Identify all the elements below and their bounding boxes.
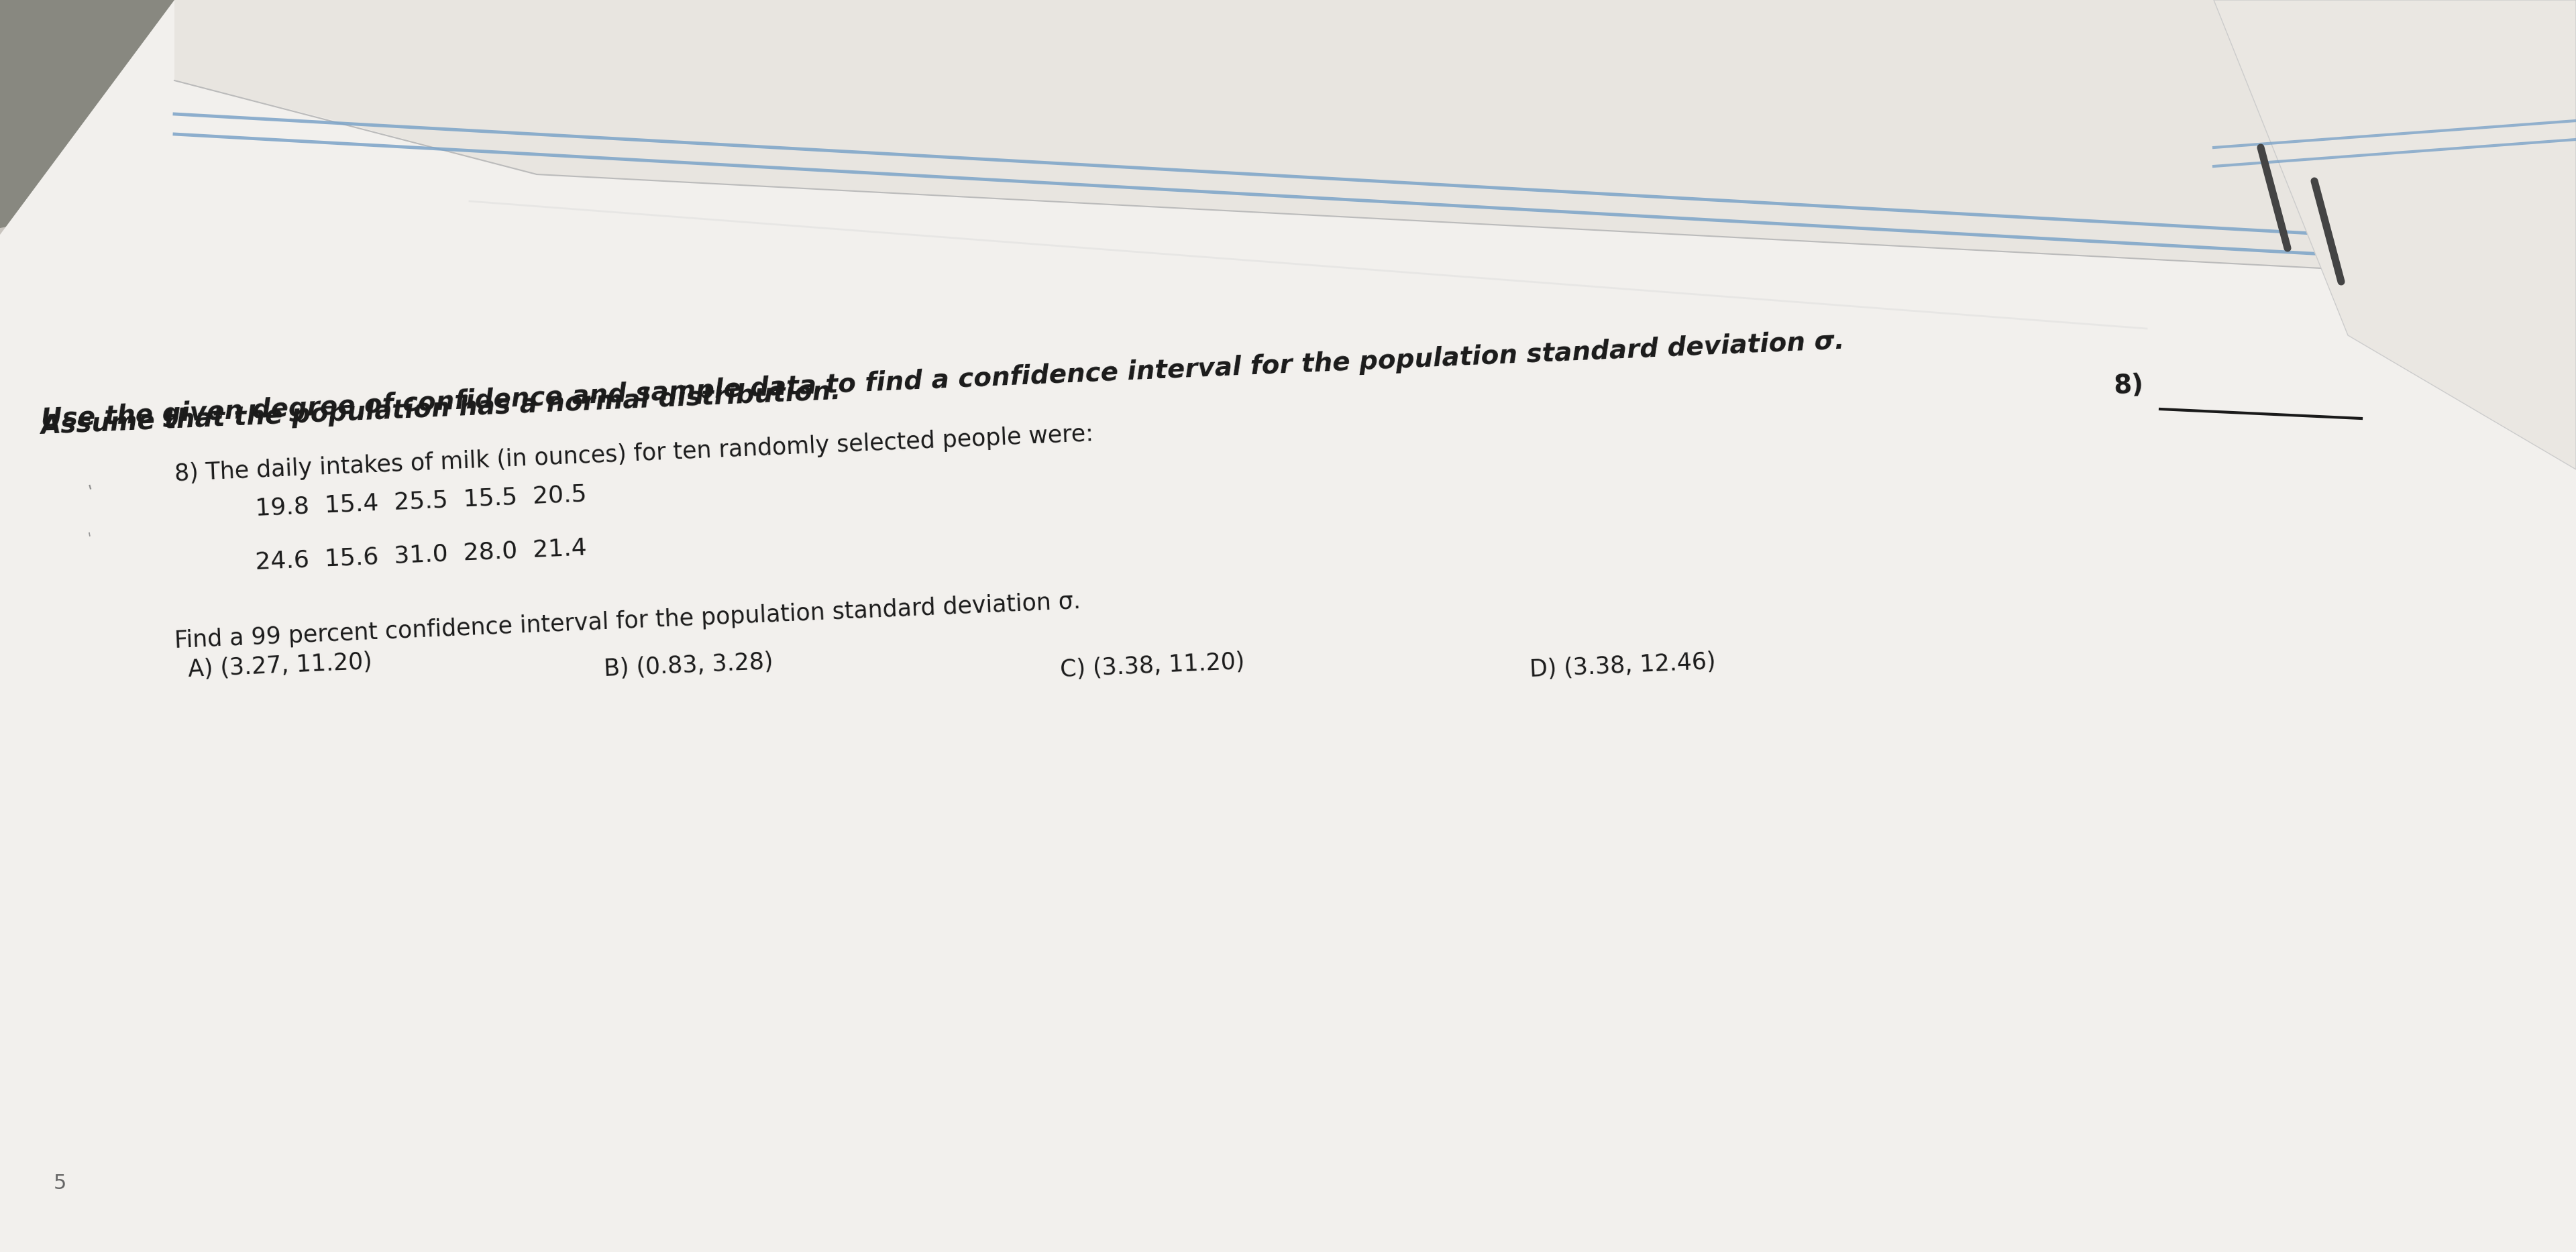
Text: ': ' [88,532,93,546]
Polygon shape [0,0,289,228]
Text: 8) The daily intakes of milk (in ounces) for ten randomly selected people were:: 8) The daily intakes of milk (in ounces)… [175,422,1095,486]
Text: Assume that the population has a normal distribution.: Assume that the population has a normal … [41,379,842,439]
Text: C) (3.38, 11.20): C) (3.38, 11.20) [1059,651,1244,681]
Polygon shape [175,0,2576,282]
Text: 24.6  15.6  31.0  28.0  21.4: 24.6 15.6 31.0 28.0 21.4 [255,536,587,573]
Text: 8): 8) [2112,372,2143,399]
Text: Find a 99 percent confidence interval for the population standard deviation σ.: Find a 99 percent confidence interval fo… [175,590,1082,652]
Text: D) (3.38, 12.46): D) (3.38, 12.46) [1530,651,1716,681]
Text: A) (3.27, 11.20): A) (3.27, 11.20) [188,651,374,681]
Text: B) (0.83, 3.28): B) (0.83, 3.28) [603,651,773,681]
Text: ': ' [88,483,95,500]
Text: 19.8  15.4  25.5  15.5  20.5: 19.8 15.4 25.5 15.5 20.5 [255,483,587,520]
Polygon shape [2213,0,2576,470]
Text: 5: 5 [54,1173,67,1193]
Text: Use the given degree of confidence and sample data to find a confidence interval: Use the given degree of confidence and s… [41,328,1844,433]
